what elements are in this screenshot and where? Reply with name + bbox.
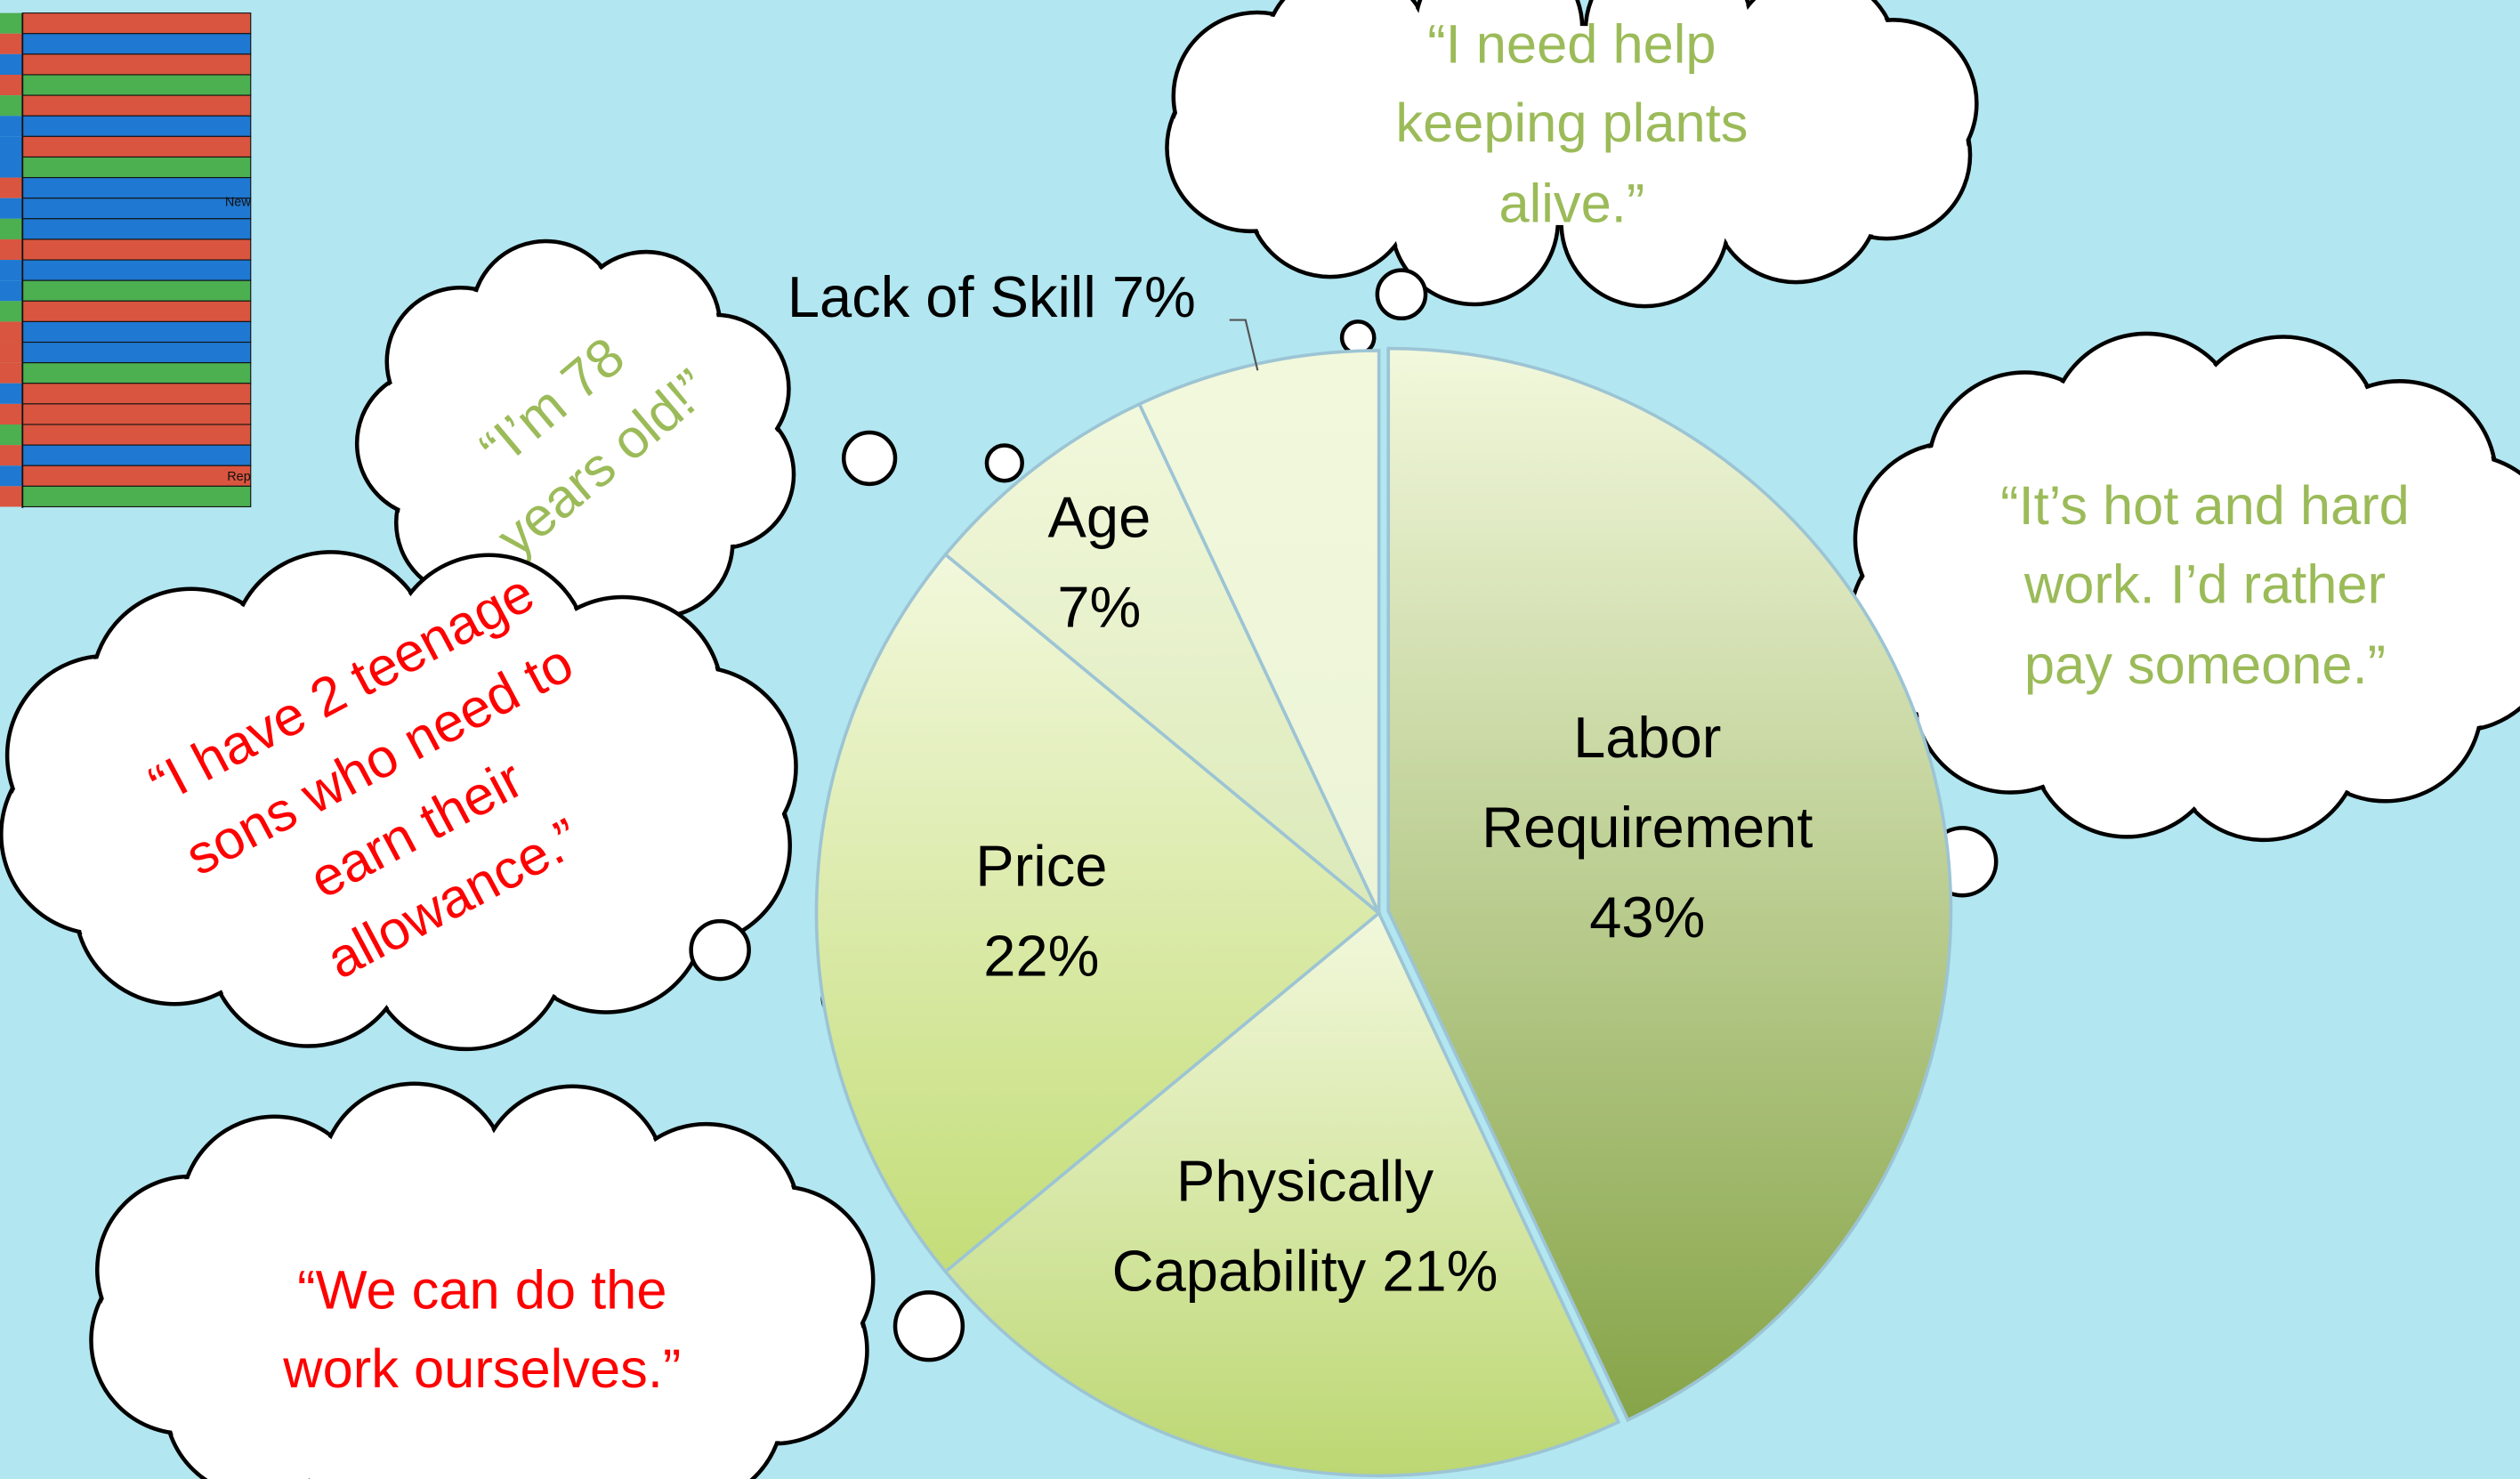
strip-cell bbox=[0, 363, 22, 384]
strip-cell bbox=[0, 178, 22, 198]
slice-label-wrap: Physically Capability 21% bbox=[1064, 1066, 1547, 1387]
strip-label: Rep bbox=[227, 470, 251, 484]
slice-label: Price 22% bbox=[921, 821, 1162, 1001]
strip-cell bbox=[0, 384, 22, 404]
strip-cell bbox=[0, 404, 22, 424]
strip-cell bbox=[0, 13, 22, 34]
slice-label: Physically Capability 21% bbox=[1064, 1136, 1547, 1316]
strip-row bbox=[22, 301, 250, 321]
strip-row bbox=[22, 445, 250, 465]
sidebar-strip: New Rep bbox=[0, 13, 251, 508]
slice-value: 7% bbox=[1057, 574, 1141, 640]
strip-row bbox=[22, 404, 250, 424]
strip-cell bbox=[0, 465, 22, 486]
strip-cell bbox=[0, 219, 22, 239]
slice-label-box: Physically Capability 21% bbox=[1064, 1066, 1547, 1387]
strip-row bbox=[22, 465, 250, 486]
strip-row bbox=[22, 219, 250, 239]
strip-cell bbox=[0, 157, 22, 177]
strip-cell bbox=[0, 486, 22, 506]
thought-bubble bbox=[895, 1292, 963, 1360]
strip-row bbox=[22, 424, 250, 445]
slice-label: Age 7% bbox=[1011, 473, 1188, 653]
strip-cell bbox=[0, 424, 22, 445]
strip-cell bbox=[0, 198, 22, 219]
quote-text: “We can do the work ourselves.” bbox=[249, 1252, 715, 1410]
strip-cell bbox=[0, 260, 22, 280]
strip-row bbox=[22, 75, 250, 95]
thought-bubble bbox=[1342, 321, 1374, 353]
quote-wrap: “We can do the work ourselves.” bbox=[249, 1154, 715, 1479]
strip-cell bbox=[0, 34, 22, 54]
slice-label-box: Lack of Skill 7% bbox=[670, 137, 1312, 458]
slice-label-wrap: Price 22% bbox=[921, 751, 1162, 1072]
strip-cell bbox=[0, 445, 22, 465]
slice-value: 21% bbox=[1382, 1238, 1498, 1304]
quote-wrap: “It’s hot and hard work. I’d rather pay … bbox=[1996, 410, 2414, 764]
strip-row bbox=[22, 280, 250, 301]
quote-box: “It’s hot and hard work. I’d rather pay … bbox=[1996, 410, 2414, 764]
slice-label-wrap: Labor Requirement 43% bbox=[1430, 667, 1864, 989]
strip-row bbox=[22, 321, 250, 342]
slide: New Rep “I need help keeping plants alive… bbox=[0, 0, 2520, 1479]
slice-label: Lack of Skill 7% bbox=[788, 253, 1196, 343]
slice-label-box: Price 22% bbox=[921, 751, 1162, 1072]
slice-value: 7% bbox=[1112, 264, 1196, 330]
slice-category: Lack of Skill bbox=[788, 264, 1096, 330]
strip-row bbox=[22, 384, 250, 404]
slice-category: Labor Requirement bbox=[1482, 705, 1813, 861]
strip-row bbox=[22, 239, 250, 260]
slice-label-wrap: Lack of Skill 7% bbox=[670, 137, 1312, 458]
strip-cell bbox=[0, 75, 22, 95]
strip-row bbox=[22, 363, 250, 384]
strip-row bbox=[22, 54, 250, 75]
slice-label: Labor Requirement 43% bbox=[1430, 693, 1864, 962]
strip-cell bbox=[0, 280, 22, 301]
strip-row bbox=[22, 486, 250, 506]
quote-box: “I need help keeping plants alive.” bbox=[1330, 0, 1813, 303]
strip-row bbox=[22, 136, 250, 157]
strip-row bbox=[22, 13, 250, 34]
strip-cell bbox=[0, 95, 22, 116]
slice-value: 22% bbox=[983, 923, 1099, 989]
strip-row bbox=[22, 343, 250, 363]
strip-row bbox=[22, 260, 250, 280]
quote-wrap: “I need help keeping plants alive.” bbox=[1330, 0, 1813, 303]
strip-cell bbox=[0, 54, 22, 75]
strip-row bbox=[22, 95, 250, 116]
strip-cell bbox=[0, 239, 22, 260]
quote-text: “I need help keeping plants alive.” bbox=[1330, 6, 1813, 244]
strip-cell bbox=[0, 116, 22, 136]
strip-row bbox=[22, 157, 250, 177]
quote-text: “It’s hot and hard work. I’d rather pay … bbox=[1996, 468, 2414, 706]
strip-row bbox=[22, 116, 250, 136]
strip-label: New bbox=[225, 195, 251, 209]
slice-label-box: Labor Requirement 43% bbox=[1430, 667, 1864, 989]
strip-cell bbox=[0, 301, 22, 321]
slice-category: Price bbox=[975, 833, 1107, 899]
thought-bubble bbox=[691, 921, 749, 979]
strip-cell bbox=[0, 321, 22, 342]
quote-box: “We can do the work ourselves.” bbox=[249, 1154, 715, 1479]
page: New Rep “I need help keeping plants alive… bbox=[0, 0, 2520, 1479]
strip-row bbox=[22, 198, 250, 219]
strip-row bbox=[22, 178, 250, 198]
strip-cell bbox=[0, 343, 22, 363]
slice-value: 43% bbox=[1589, 884, 1705, 950]
strip-cell bbox=[0, 136, 22, 157]
strip-row bbox=[22, 34, 250, 54]
slice-category: Age bbox=[1048, 484, 1151, 550]
